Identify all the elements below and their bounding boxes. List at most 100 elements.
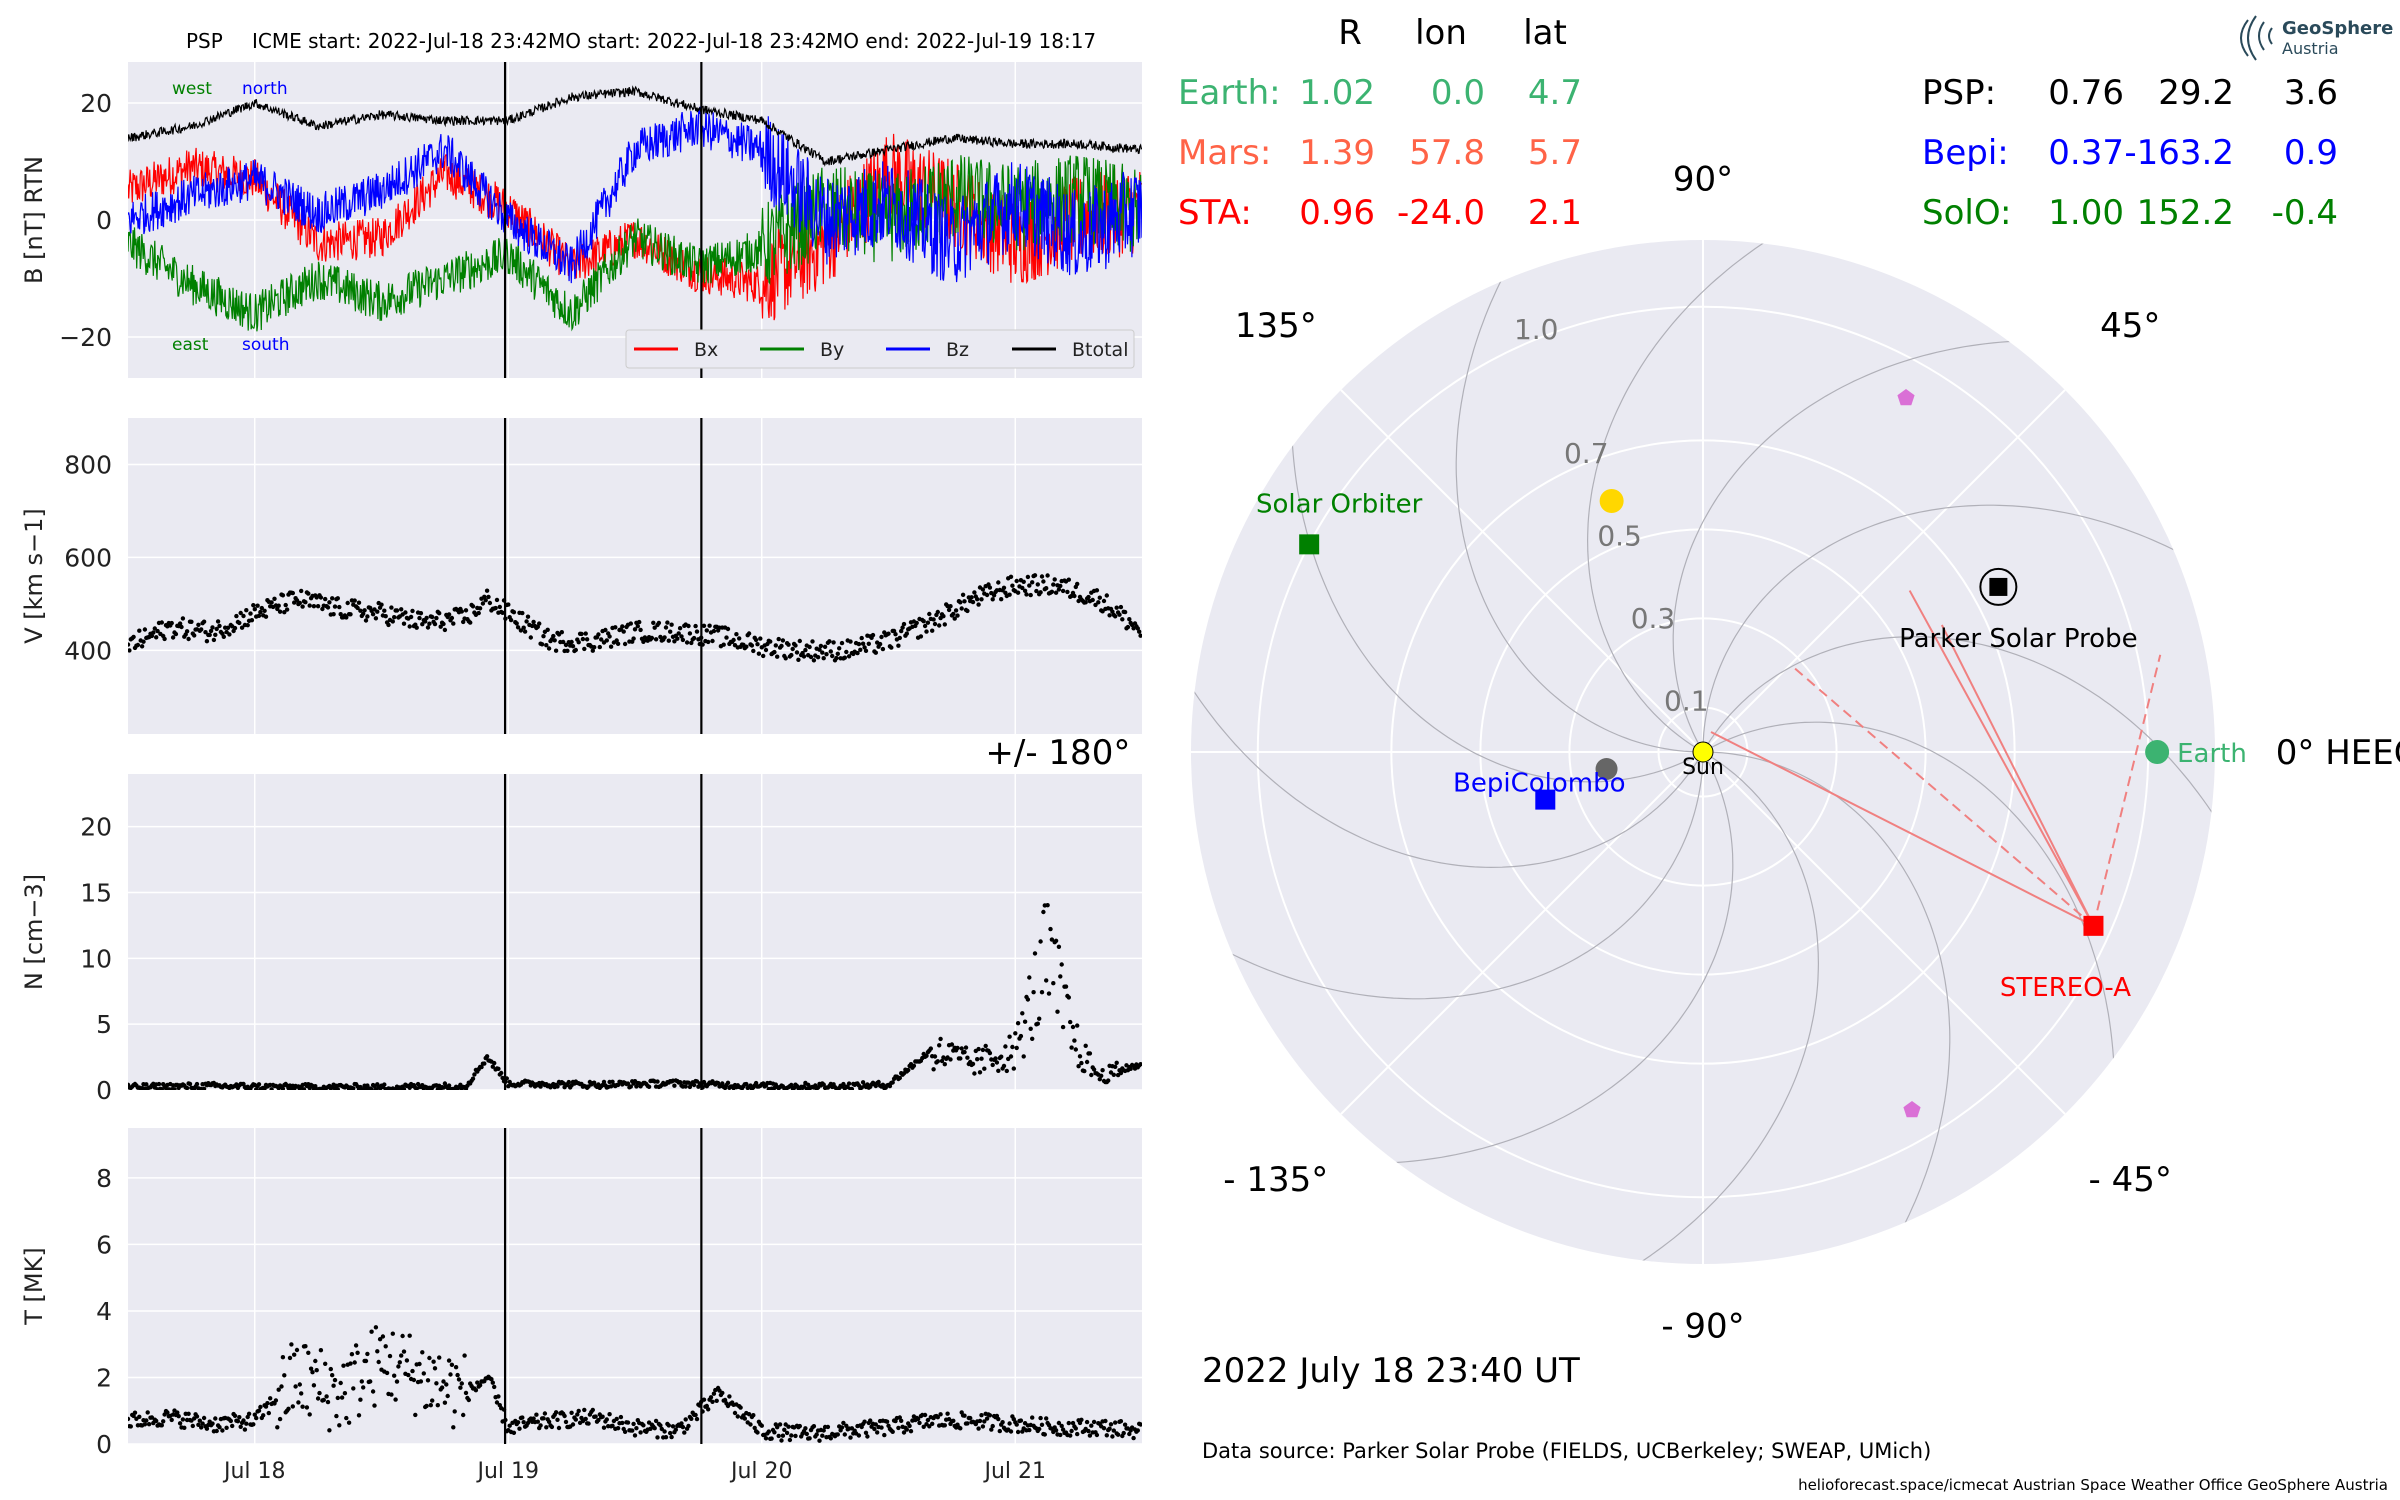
data-point xyxy=(679,1421,684,1426)
data-point xyxy=(508,617,514,623)
data-point xyxy=(914,620,919,626)
data-point xyxy=(927,611,932,617)
data-point xyxy=(590,1407,595,1413)
data-point xyxy=(137,1414,142,1420)
data-point xyxy=(701,1397,707,1402)
data-point xyxy=(180,616,186,621)
data-point xyxy=(1121,1430,1126,1436)
data-point xyxy=(306,1350,311,1356)
data-point xyxy=(200,1421,205,1426)
data-point xyxy=(337,1423,342,1428)
data-point xyxy=(237,1415,242,1420)
data-point xyxy=(901,621,907,627)
data-point xyxy=(1089,1423,1094,1428)
data-point xyxy=(597,644,602,650)
data-point xyxy=(751,1413,756,1418)
data-point xyxy=(1089,1072,1094,1078)
y-tick-label: 8 xyxy=(96,1164,112,1193)
data-point xyxy=(1038,939,1043,944)
data-point xyxy=(911,1063,917,1069)
y-tick-label: 800 xyxy=(64,450,112,479)
data-point xyxy=(544,643,549,648)
data-point xyxy=(252,607,257,612)
data-point xyxy=(790,646,795,652)
data-point xyxy=(279,1384,284,1389)
parker-spiral xyxy=(1586,240,1857,753)
data-point xyxy=(1107,613,1112,618)
data-point xyxy=(263,1404,269,1409)
data-point xyxy=(999,1054,1004,1059)
data-point xyxy=(492,1384,497,1390)
data-point xyxy=(244,608,249,613)
radial-tick-label: 0.5 xyxy=(1597,520,1642,553)
data-point xyxy=(711,1391,717,1396)
data-point xyxy=(977,1070,983,1075)
data-point xyxy=(425,625,431,630)
data-point xyxy=(948,1057,953,1062)
data-point xyxy=(1128,1066,1133,1072)
data-point xyxy=(1094,1432,1100,1438)
data-point xyxy=(235,1419,241,1424)
data-point xyxy=(724,635,729,640)
data-point xyxy=(214,626,219,632)
data-point xyxy=(1008,1054,1014,1059)
data-point xyxy=(604,1417,609,1422)
data-point xyxy=(145,1410,150,1415)
row-name: Bepi: xyxy=(1922,133,2009,173)
data-point xyxy=(1072,593,1077,599)
data-point xyxy=(990,1423,995,1429)
data-point xyxy=(1083,600,1088,605)
mercury-marker xyxy=(1595,758,1618,781)
data-point xyxy=(213,1416,218,1421)
data-point xyxy=(1015,590,1021,595)
angular-grid-line xyxy=(1340,389,1704,753)
data-point xyxy=(793,643,798,648)
data-point xyxy=(266,1410,271,1416)
panel-velocity: 400 600 800 V [km s−1] xyxy=(20,418,1142,734)
data-point xyxy=(256,613,262,618)
data-point xyxy=(187,1081,193,1087)
data-point xyxy=(327,600,332,605)
data-point xyxy=(518,628,524,633)
data-point xyxy=(797,1423,802,1429)
data-point xyxy=(1113,1420,1118,1425)
data-point xyxy=(593,1414,598,1419)
data-point xyxy=(294,1347,300,1353)
data-point xyxy=(307,603,312,608)
data-point xyxy=(907,1423,912,1429)
data-point xyxy=(468,620,473,625)
data-point xyxy=(1113,1064,1118,1070)
data-point xyxy=(569,639,574,645)
data-point xyxy=(613,625,618,630)
data-point xyxy=(801,654,807,659)
data-point xyxy=(517,1426,522,1431)
data-point xyxy=(958,1426,963,1431)
data-point xyxy=(296,1400,301,1405)
data-point xyxy=(683,1084,688,1089)
data-point xyxy=(707,623,712,628)
data-point xyxy=(980,1424,986,1429)
row-lat: 3.6 xyxy=(2284,73,2338,113)
data-point xyxy=(939,1058,945,1064)
data-point xyxy=(621,629,626,634)
data-point xyxy=(751,648,756,654)
data-point xyxy=(569,1410,574,1416)
data-point xyxy=(680,1424,686,1430)
data-point xyxy=(737,636,742,641)
data-point xyxy=(225,625,231,630)
data-point xyxy=(562,1413,567,1419)
data-point xyxy=(566,1079,571,1085)
data-point xyxy=(406,1372,411,1378)
data-point xyxy=(706,639,711,645)
data-point xyxy=(1032,951,1038,956)
data-point xyxy=(1122,609,1128,615)
data-point xyxy=(949,1042,955,1047)
data-point xyxy=(896,1425,901,1431)
data-point xyxy=(300,604,305,609)
body-stereo-a-marker xyxy=(2083,915,2104,936)
data-point xyxy=(535,1419,540,1424)
data-point xyxy=(151,630,156,635)
data-point xyxy=(899,1418,904,1424)
data-point xyxy=(817,1438,822,1443)
